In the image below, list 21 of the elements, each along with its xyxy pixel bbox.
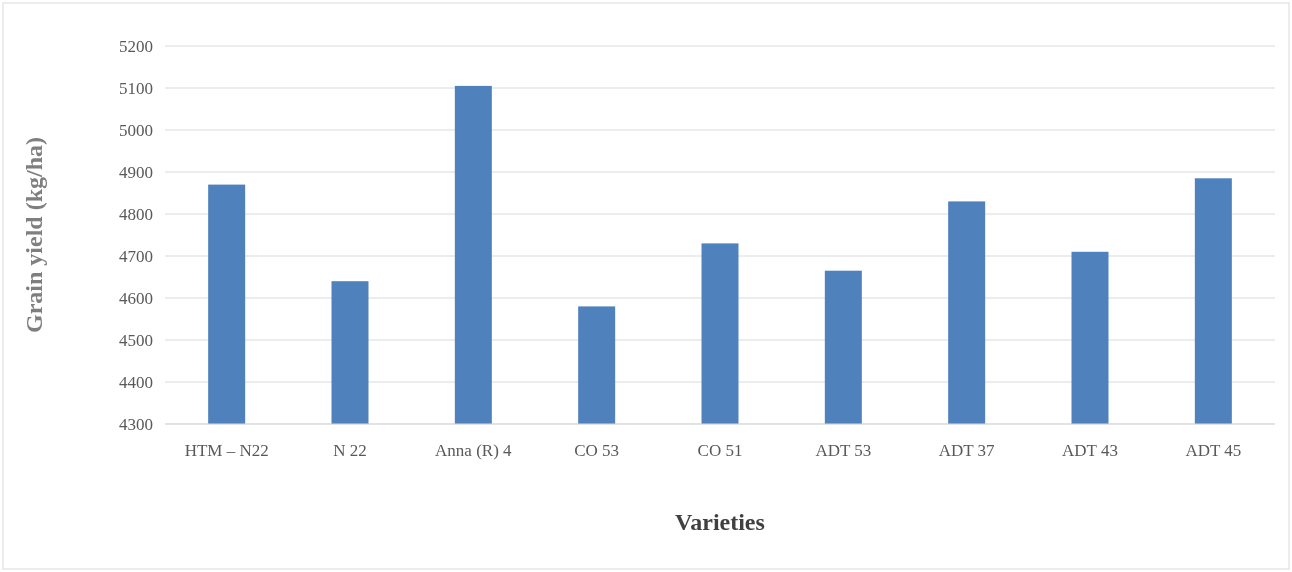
x-tick-label: ADT 45 [1185,440,1242,460]
x-tick-label: HTM – N22 [184,440,269,460]
x-axis-title: Varieties [675,509,765,535]
y-tick-label: 4400 [119,372,153,392]
y-tick-label: 4500 [119,330,153,350]
x-tick-label: ADT 43 [1062,440,1118,460]
x-tick-label: Anna (R) 4 [435,440,513,460]
y-tick-label: 4300 [119,414,153,434]
y-axis-title: Grain yield (kg/ha) [21,136,47,334]
x-tick-label: ADT 37 [938,440,996,460]
y-tick-label: 5100 [119,78,153,98]
y-tick-label: 5200 [119,36,153,56]
y-tick-label: 4700 [119,246,153,266]
y-tick-label: 4900 [119,162,153,182]
x-tick-label: CO 51 [697,440,743,460]
y-tick-label: 4800 [119,204,153,224]
x-tick-label: ADT 53 [815,440,872,460]
y-tick-label: 5000 [119,120,153,140]
y-tick-label: 4600 [119,288,153,308]
x-tick-label: CO 53 [574,440,620,460]
x-tick-label: N 22 [333,440,367,460]
